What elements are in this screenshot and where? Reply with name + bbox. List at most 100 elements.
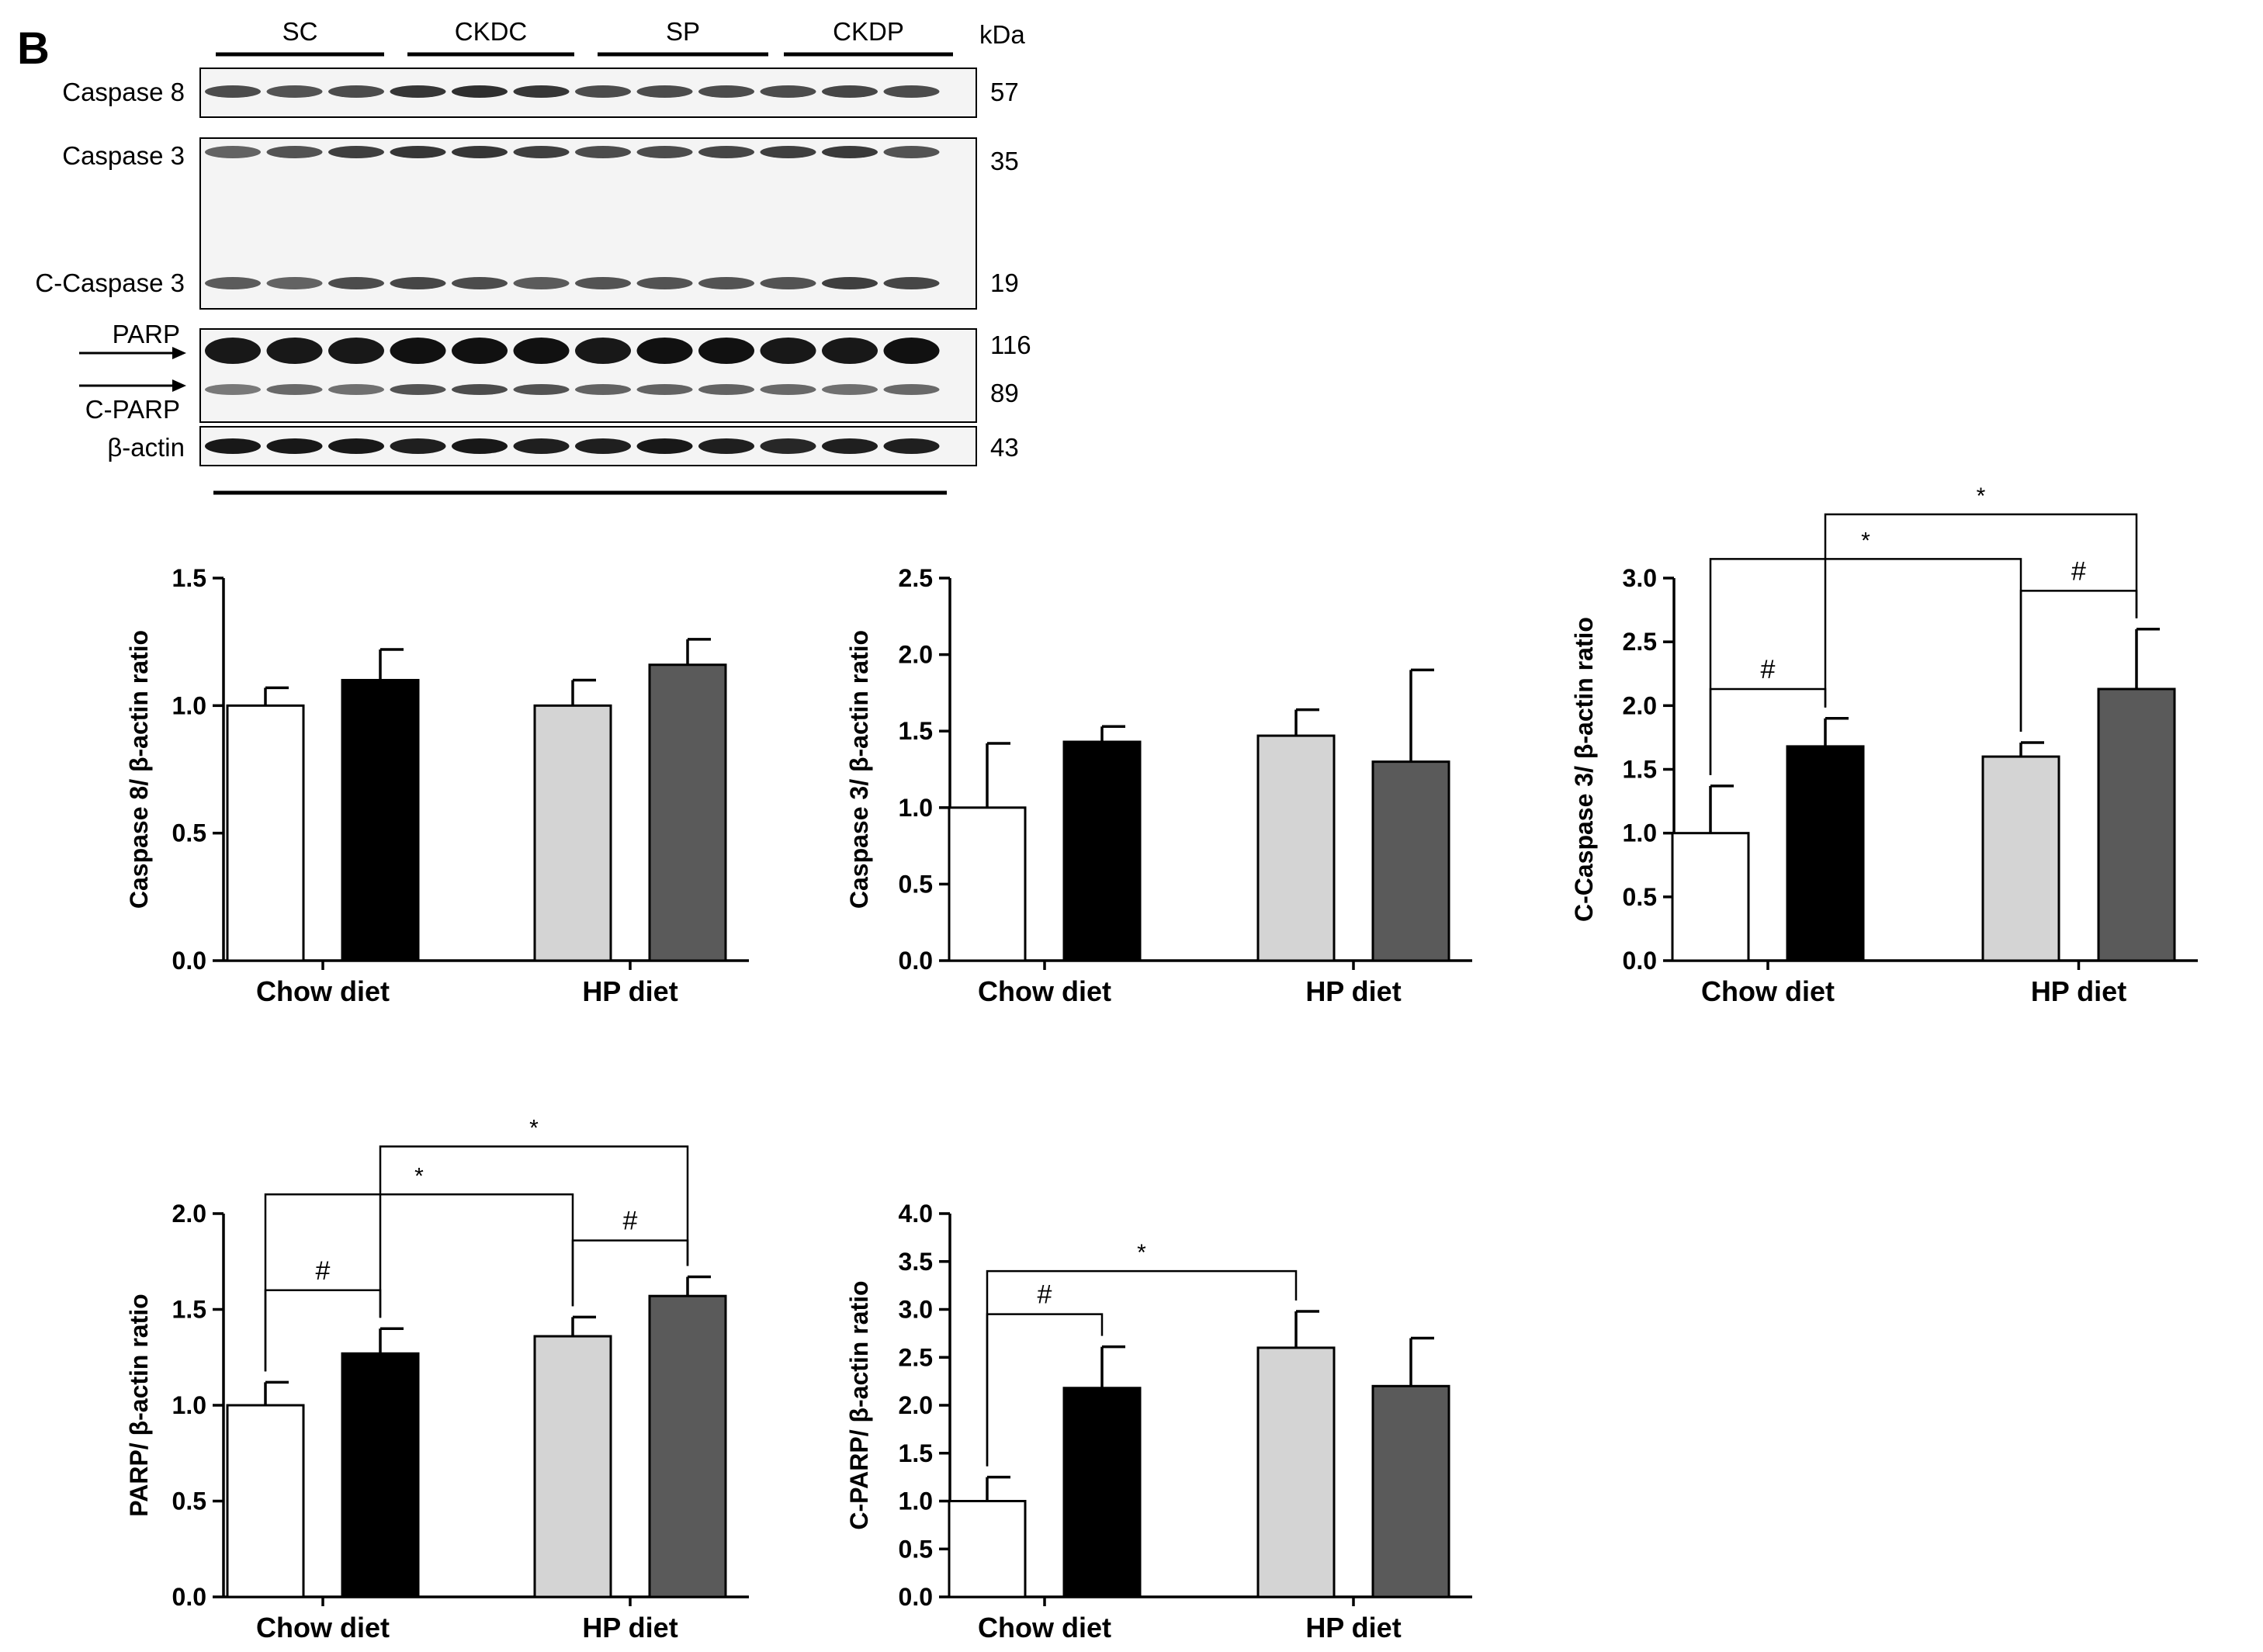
blot-band-c-caspase-3	[328, 277, 384, 289]
bar-charts: 0.0 0.5 1.0 1.5 Caspase 8/ β-actin ratio Chow…	[125, 483, 2198, 1643]
bar-sc	[226, 704, 305, 962]
bar-sp	[1256, 734, 1336, 962]
significance-marker: *	[1861, 528, 1870, 553]
y-tick-label: 0.5	[1623, 883, 1657, 911]
y-tick-label: 0.5	[899, 1535, 933, 1563]
blot-band-caspase-8	[883, 85, 940, 98]
y-axis-label: Caspase 3/ β-actin ratio	[845, 630, 873, 909]
significance-marker: *	[1977, 483, 1986, 509]
blot-kda-header: kDa	[979, 20, 1025, 49]
blot-band-beta-actin	[452, 438, 508, 454]
y-tick-label: 0.5	[172, 819, 206, 847]
blot-band-beta-actin	[760, 438, 816, 454]
blot-band-caspase-8	[636, 85, 693, 98]
blot-band-caspase-3	[636, 146, 693, 158]
bar-sc	[948, 1500, 1027, 1598]
blot-row-label-caspase-8: Caspase 8	[62, 78, 185, 106]
blot-band-caspase-3	[513, 146, 570, 158]
blot-band-c-parp	[266, 384, 323, 395]
chart-2: 0.0 0.5 1.0 1.5 2.0 2.5 Caspase 3/ β-actin rat…	[845, 564, 1472, 1007]
blot-group-label-ckdp: CKDP	[833, 17, 904, 46]
blot-band-parp	[390, 338, 446, 364]
blot-row-label-c-parp: C-PARP	[85, 395, 180, 424]
x-category-label-chow-diet: Chow diet	[1701, 975, 1835, 1007]
blot-kda-35: 35	[990, 147, 1019, 175]
blot-band-caspase-3	[328, 146, 384, 158]
y-tick-label: 2.0	[1623, 691, 1657, 719]
blot-kda-89: 89	[990, 379, 1019, 407]
y-tick-label: 2.5	[899, 1343, 933, 1371]
bar-sp	[1981, 755, 2060, 962]
blot-band-parp	[513, 338, 570, 364]
y-axis-label: C-Caspase 3/ β-actin ratio	[1570, 617, 1598, 922]
y-tick-label: 1.0	[899, 794, 933, 822]
blot-band-caspase-8	[575, 85, 631, 98]
y-tick-label: 0.0	[172, 947, 206, 975]
blot-arrow-head	[172, 379, 186, 392]
y-tick-label: 1.0	[172, 691, 206, 719]
y-tick-label: 3.5	[899, 1248, 933, 1276]
blot-group-label-sc: SC	[282, 17, 318, 46]
blot-band-caspase-8	[390, 85, 446, 98]
blot-band-c-parp	[575, 384, 631, 395]
blot-band-c-parp	[328, 384, 384, 395]
western-blot: SC CKDC SP CKDP kDa Caspase 8 57 Caspase 3 35 C-C…	[35, 17, 1031, 495]
blot-band-parp	[760, 338, 816, 364]
bar-ckdp	[648, 1294, 727, 1598]
blot-band-beta-actin	[822, 438, 878, 454]
blot-band-parp	[883, 338, 940, 364]
significance-marker: #	[316, 1256, 331, 1286]
blot-band-c-parp	[513, 384, 570, 395]
y-axis-label: Caspase 8/ β-actin ratio	[125, 630, 153, 909]
chart-1: 0.0 0.5 1.0 1.5 Caspase 8/ β-actin ratio Chow…	[125, 564, 749, 1007]
x-category-label-chow-diet: Chow diet	[256, 1612, 390, 1643]
blot-band-caspase-3	[698, 146, 754, 158]
blot-row-label-c-caspase-3: C-Caspase 3	[35, 268, 185, 297]
y-tick-label: 1.5	[899, 717, 933, 745]
bar-sc	[948, 806, 1027, 962]
significance-marker: *	[414, 1163, 424, 1189]
x-category-label-hp-diet: HP diet	[1305, 1612, 1401, 1643]
x-category-label-hp-diet: HP diet	[582, 975, 678, 1007]
blot-kda-57: 57	[990, 78, 1019, 106]
significance-marker: #	[623, 1207, 638, 1236]
blot-band-beta-actin	[328, 438, 384, 454]
significance-bracket	[1824, 513, 2138, 708]
blot-band-c-caspase-3	[390, 277, 446, 289]
blot-band-parp	[452, 338, 508, 364]
bar-ckdp	[1371, 760, 1450, 962]
blot-band-caspase-8	[452, 85, 508, 98]
blot-band-beta-actin	[883, 438, 940, 454]
blot-band-caspase-3	[760, 146, 816, 158]
blot-row-label-caspase-3: Caspase 3	[62, 141, 185, 170]
bar-sp	[533, 1335, 612, 1598]
blot-band-c-parp	[698, 384, 754, 395]
blot-band-caspase-8	[698, 85, 754, 98]
blot-row-label-beta-actin: β-actin	[107, 433, 185, 462]
y-tick-label: 2.0	[899, 1391, 933, 1419]
blot-band-c-parp	[822, 384, 878, 395]
bar-ckdp	[2097, 687, 2176, 962]
blot-band-c-caspase-3	[698, 277, 754, 289]
blot-kda-19: 19	[990, 268, 1019, 297]
blot-kda-43: 43	[990, 433, 1019, 462]
blot-band-caspase-8	[760, 85, 816, 98]
blot-band-caspase-3	[883, 146, 940, 158]
y-tick-label: 1.5	[172, 1296, 206, 1324]
blot-band-caspase-8	[205, 85, 261, 98]
bar-ckdp	[648, 663, 727, 962]
blot-band-parp	[698, 338, 754, 364]
y-tick-label: 0.0	[1623, 947, 1657, 975]
blot-band-caspase-3	[452, 146, 508, 158]
blot-band-beta-actin	[266, 438, 323, 454]
y-tick-label: 1.5	[899, 1439, 933, 1467]
blot-band-beta-actin	[205, 438, 261, 454]
x-category-label-chow-diet: Chow diet	[978, 1612, 1111, 1643]
chart-4: 0.0 0.5 1.0 1.5 2.0 PARP/ β-actin ratio Chow d…	[125, 1116, 749, 1643]
blot-band-c-caspase-3	[513, 277, 570, 289]
significance-bracket	[1709, 558, 2022, 775]
blot-band-beta-actin	[575, 438, 631, 454]
bar-sc	[1671, 832, 1750, 962]
y-tick-label: 1.5	[172, 564, 206, 592]
blot-row-label-parp: PARP	[113, 320, 180, 348]
